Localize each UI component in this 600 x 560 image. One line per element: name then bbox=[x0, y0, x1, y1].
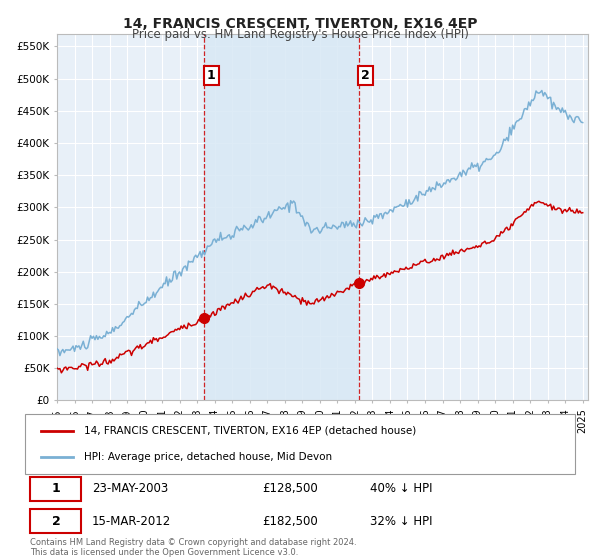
Text: HPI: Average price, detached house, Mid Devon: HPI: Average price, detached house, Mid … bbox=[84, 452, 332, 462]
Text: Price paid vs. HM Land Registry's House Price Index (HPI): Price paid vs. HM Land Registry's House … bbox=[131, 28, 469, 41]
Text: 2: 2 bbox=[361, 69, 370, 82]
Text: 40% ↓ HPI: 40% ↓ HPI bbox=[370, 482, 433, 496]
FancyBboxPatch shape bbox=[25, 414, 575, 474]
Text: £182,500: £182,500 bbox=[262, 515, 318, 528]
Text: 15-MAR-2012: 15-MAR-2012 bbox=[92, 515, 172, 528]
Text: 14, FRANCIS CRESCENT, TIVERTON, EX16 4EP: 14, FRANCIS CRESCENT, TIVERTON, EX16 4EP bbox=[123, 17, 477, 31]
Text: 14, FRANCIS CRESCENT, TIVERTON, EX16 4EP (detached house): 14, FRANCIS CRESCENT, TIVERTON, EX16 4EP… bbox=[84, 426, 416, 436]
Text: £128,500: £128,500 bbox=[262, 482, 318, 496]
Bar bbox=[204, 34, 359, 400]
Text: Contains HM Land Registry data © Crown copyright and database right 2024.
This d: Contains HM Land Registry data © Crown c… bbox=[30, 538, 356, 557]
Text: 1: 1 bbox=[52, 482, 60, 496]
Text: 23-MAY-2003: 23-MAY-2003 bbox=[92, 482, 169, 496]
FancyBboxPatch shape bbox=[30, 477, 82, 501]
Text: 2: 2 bbox=[52, 515, 60, 528]
Text: 1: 1 bbox=[206, 69, 215, 82]
FancyBboxPatch shape bbox=[30, 509, 82, 533]
Text: 32% ↓ HPI: 32% ↓ HPI bbox=[370, 515, 433, 528]
